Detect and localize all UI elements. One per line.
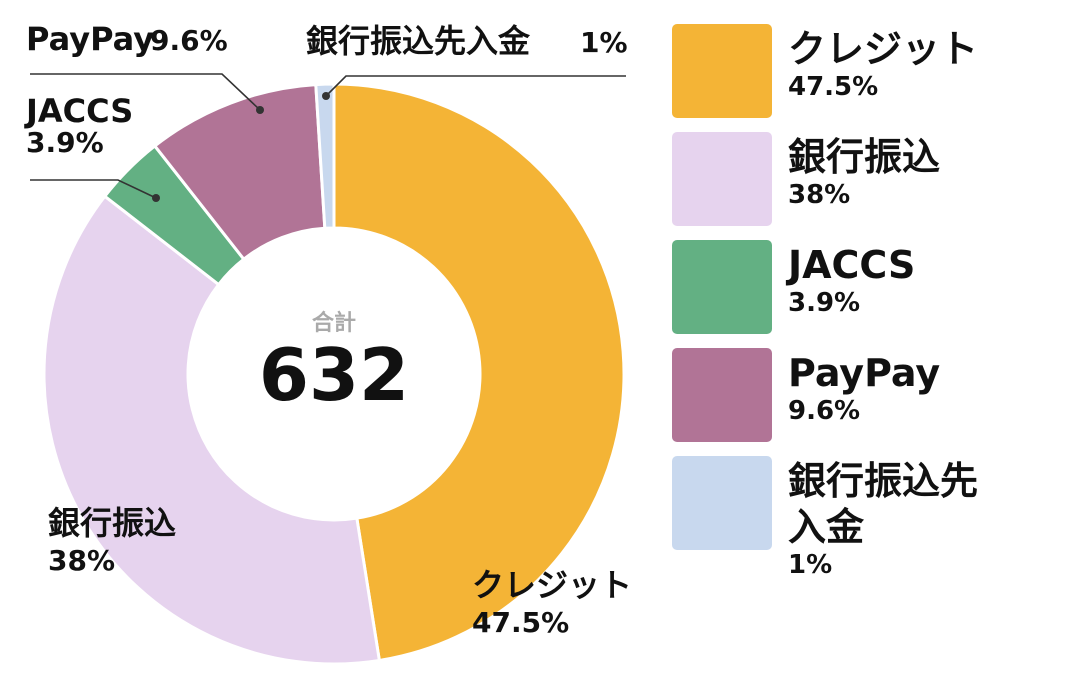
slice-label-bank-name: 銀行振込 — [48, 504, 176, 542]
legend-swatch — [672, 132, 772, 226]
slice-label-jaccs-name: JACCS — [24, 92, 133, 130]
legend-text: 銀行振込 38% — [788, 132, 1078, 210]
legend-text: JACCS 3.9% — [788, 240, 1078, 318]
legend-percent: 1% — [788, 550, 833, 580]
leader-line-paypay — [30, 73, 261, 111]
leader-dot-jaccs — [152, 194, 160, 202]
legend-label: 銀行振込先 入金 — [788, 459, 979, 549]
donut-slices — [42, 82, 626, 666]
legend-swatch — [672, 240, 772, 334]
legend-swatch — [672, 456, 772, 550]
legend-swatch — [672, 24, 772, 118]
donut-chart: 合計 632 クレジット 47.5% 銀行振込 38% JACCS 3.9% P… — [24, 20, 632, 666]
legend-percent: 38% — [788, 180, 851, 210]
legend-text: クレジット 47.5% — [788, 24, 1078, 102]
slice-credit — [332, 82, 626, 663]
slice-label-paypay-name: PayPay — [26, 20, 154, 58]
slice-label-bank-pct: 38% — [48, 544, 115, 577]
slice-label-paypay-pct: 9.6% — [150, 24, 228, 57]
legend-percent: 47.5% — [788, 72, 879, 102]
leader-dot-paypay — [256, 106, 264, 114]
legend-swatch — [672, 348, 772, 442]
leader-lines — [30, 73, 626, 202]
legend-text: 銀行振込先 入金 1% — [788, 456, 1078, 580]
slice-bank — [42, 194, 382, 666]
legend-percent: 3.9% — [788, 288, 861, 318]
leader-dot-bank-advance — [322, 92, 330, 100]
slice-bank-advance — [314, 82, 336, 230]
legend-label: JACCS — [788, 243, 916, 287]
legend-text: PayPay 9.6% — [788, 348, 1078, 426]
legend-label: 銀行振込 — [788, 135, 941, 179]
slice-label-bank-advance-pct: 1% — [580, 26, 628, 59]
leader-line-jaccs — [30, 179, 157, 199]
slice-label-jaccs-pct: 3.9% — [26, 126, 104, 159]
legend-percent: 9.6% — [788, 396, 861, 426]
center-total-value: 632 — [259, 333, 409, 417]
leader-line-bank-advance — [325, 75, 626, 97]
slice-label-credit-name: クレジット — [472, 566, 632, 604]
slice-label-credit-pct: 47.5% — [472, 606, 569, 639]
legend-label: クレジット — [788, 27, 979, 71]
center-caption: 合計 — [312, 310, 356, 336]
legend-label: PayPay — [788, 351, 941, 395]
slice-label-bank-advance-name: 銀行振込先入金 — [306, 22, 531, 60]
